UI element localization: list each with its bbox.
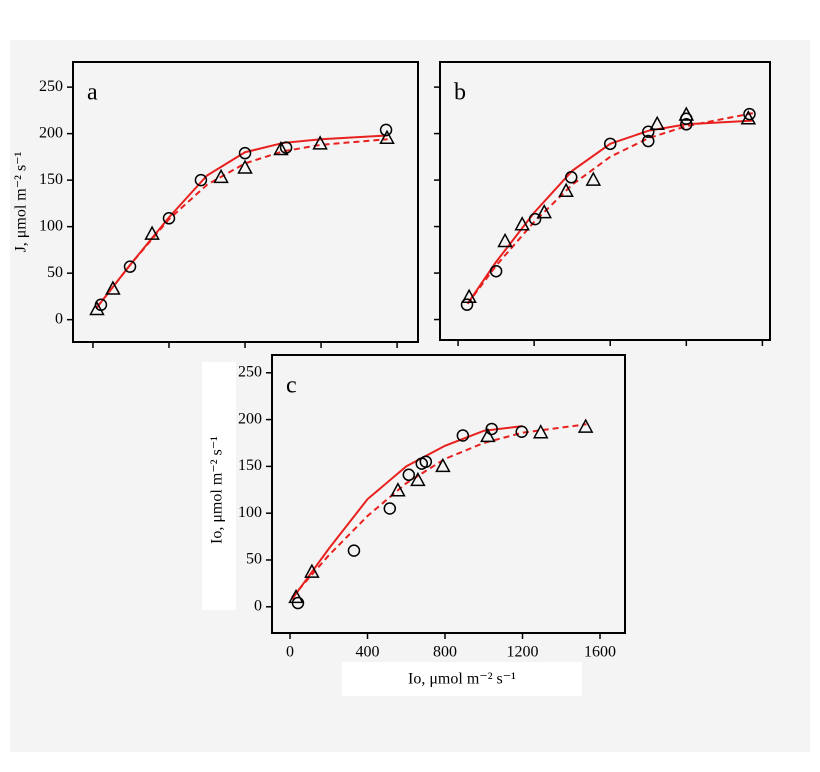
triangle-point <box>461 288 477 303</box>
panel-letter: b <box>454 80 466 106</box>
circle-point <box>194 173 208 187</box>
y-tick-label: 200 <box>238 410 262 427</box>
circle-point <box>379 123 393 137</box>
circle-point <box>642 125 655 138</box>
circle-point <box>347 544 361 557</box>
circle-point <box>402 468 416 482</box>
circle-point <box>743 107 756 121</box>
triangle-point <box>497 232 513 248</box>
triangle-point <box>273 140 289 156</box>
triangle-point <box>410 471 426 487</box>
triangle-point <box>304 563 320 578</box>
triangle-point <box>105 280 121 295</box>
circle-point <box>238 146 252 160</box>
triangle-point <box>435 457 451 473</box>
triangle-point <box>379 129 395 145</box>
circle-point <box>419 455 433 468</box>
plot-frame <box>439 61 771 341</box>
circle-point <box>162 212 176 225</box>
circle-point <box>515 425 528 439</box>
triangle-point <box>480 427 496 443</box>
triangle-point <box>740 110 757 125</box>
y-tick-label: 250 <box>238 363 262 380</box>
plot-frame <box>271 354 626 634</box>
triangle-point <box>312 135 328 150</box>
y-axis-label: Io, μmol m⁻² s⁻¹ <box>209 436 226 544</box>
circle-point <box>603 137 617 151</box>
y-tick-label: 0 <box>254 597 262 614</box>
fit-curve <box>291 423 587 599</box>
y-tick-label: 150 <box>238 457 262 474</box>
x-tick-label: 0 <box>286 644 294 661</box>
circle-point <box>528 212 542 226</box>
circle-point <box>642 134 655 148</box>
y-tick-label: 150 <box>39 171 63 188</box>
circle-point <box>123 260 137 273</box>
triangle-point <box>89 300 105 316</box>
x-tick-label: 400 <box>356 644 380 661</box>
circle-point <box>564 171 578 184</box>
y-tick-label: 50 <box>246 551 262 568</box>
circle-point <box>460 298 474 311</box>
y-axis-label: J, μmol m⁻² s⁻¹ <box>13 151 30 252</box>
triangle-point <box>288 588 304 604</box>
plot-frame <box>72 61 419 343</box>
triangle-point <box>514 216 530 231</box>
fit-curve <box>291 425 523 600</box>
triangle-point <box>213 168 229 184</box>
triangle-point <box>532 424 549 439</box>
y-tick-label: 0 <box>55 310 63 327</box>
triangle-point <box>558 182 574 197</box>
triangle-point <box>577 418 594 433</box>
x-axis-label: Io, μmol m⁻² s⁻¹ <box>408 671 516 688</box>
circle-point <box>485 422 498 436</box>
panel-letter: a <box>87 80 98 106</box>
triangle-point <box>585 171 602 186</box>
triangle-point <box>536 204 552 219</box>
panel-letter: c <box>286 373 297 399</box>
x-tick-label: 1200 <box>507 644 539 661</box>
circle-point <box>456 429 470 442</box>
y-tick-label: 250 <box>39 78 63 95</box>
triangle-point <box>678 106 695 121</box>
x-tick-label: 800 <box>433 644 457 661</box>
y-tick-label: 50 <box>47 264 63 281</box>
triangle-point <box>144 225 160 240</box>
triangle-point <box>390 482 406 497</box>
fit-curve <box>466 119 753 305</box>
y-tick-label: 100 <box>39 217 63 234</box>
x-tick-label: 1600 <box>584 644 616 661</box>
label-background <box>342 662 582 696</box>
fit-curve <box>466 112 754 305</box>
circle-point <box>489 264 503 278</box>
triangle-point <box>237 159 253 174</box>
y-tick-label: 100 <box>238 504 262 521</box>
triangle-point <box>649 115 665 131</box>
circle-point <box>680 118 693 131</box>
y-tick-label: 200 <box>39 124 63 141</box>
circle-point <box>383 502 397 515</box>
label-background <box>202 362 236 610</box>
